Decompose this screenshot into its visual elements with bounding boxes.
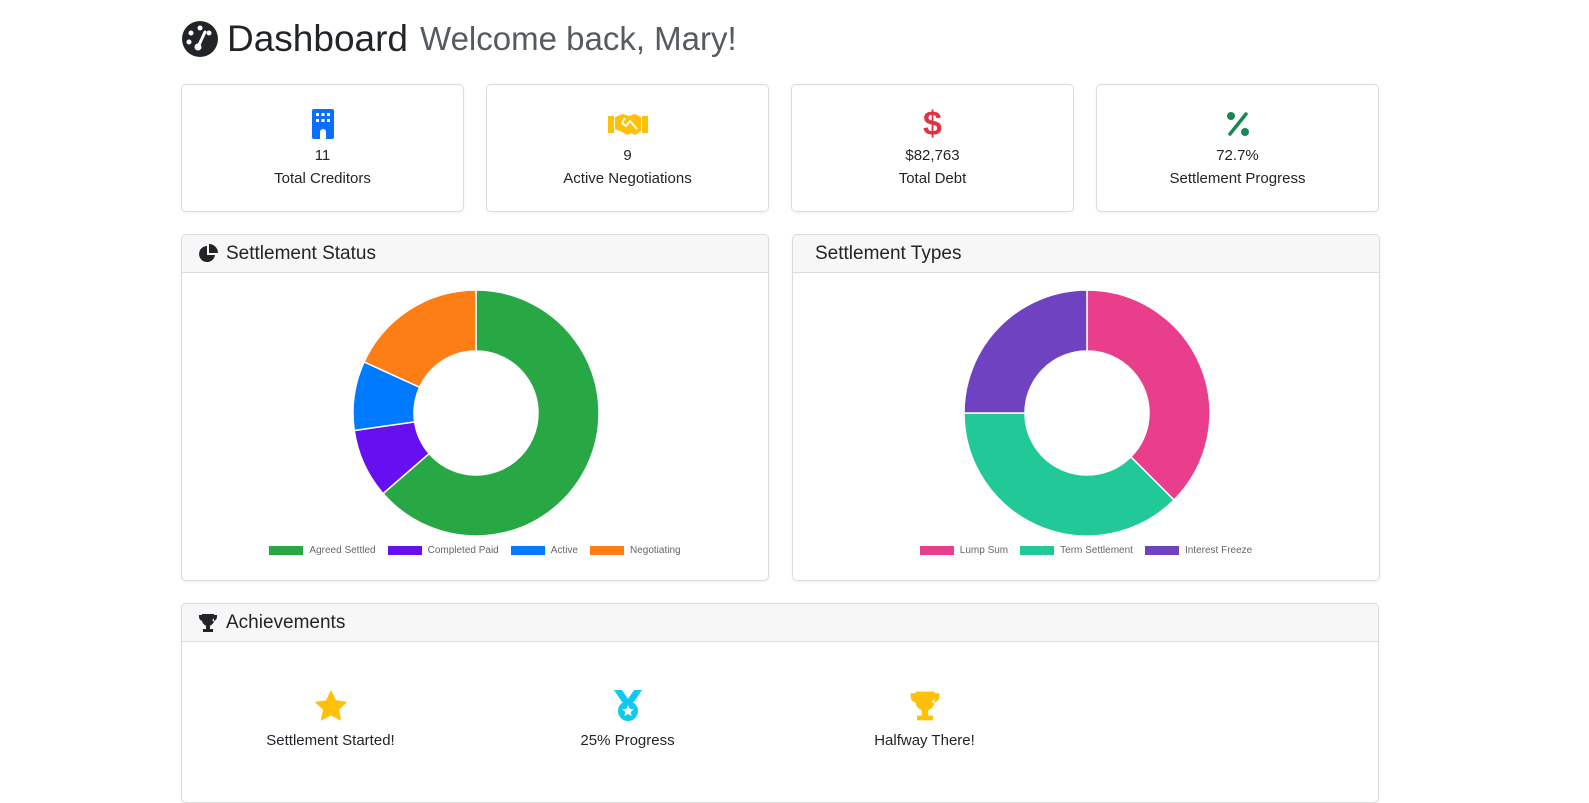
stat-value: 11 xyxy=(314,147,331,164)
stat-value: 9 xyxy=(623,147,632,164)
stat-label: Active Negotiations xyxy=(563,170,692,187)
slice-negotiating[interactable] xyxy=(363,289,477,389)
legend-label: Agreed Settled xyxy=(309,545,376,556)
legend-label: Negotiating xyxy=(629,545,681,556)
settlement-status-chart xyxy=(352,289,600,537)
chart-legend: Lump Sum Term Settlement Interest Freeze xyxy=(793,545,1379,556)
settlement-status-card: Settlement Status Agreed Settled Complete… xyxy=(181,234,769,581)
trophy-icon xyxy=(910,691,939,721)
legend-swatch xyxy=(1020,545,1055,555)
trophy-icon xyxy=(199,613,217,632)
chart-legend: Agreed Settled Completed Paid Active Negoti… xyxy=(182,545,768,556)
slice-agreed-settled[interactable] xyxy=(381,289,600,537)
legend-label: Term Settlement xyxy=(1060,545,1133,556)
gauge-icon xyxy=(182,21,218,57)
legend-label: Active xyxy=(550,545,578,556)
achievement-halfway-there: Halfway There! xyxy=(776,690,1073,749)
legend-item[interactable]: Active xyxy=(510,545,578,556)
legend-swatch xyxy=(387,545,422,555)
stat-card-active-negotiations: 9 Active Negotiations xyxy=(486,84,769,212)
welcome-message: Welcome back, Mary! xyxy=(420,20,737,57)
legend-item[interactable]: Interest Freeze xyxy=(1144,545,1253,556)
legend-swatch xyxy=(919,545,954,555)
stat-card-total-creditors: 11 Total Creditors xyxy=(181,84,464,212)
stat-label: Settlement Progress xyxy=(1169,170,1306,187)
achievement-25-progress: 25% Progress xyxy=(479,690,776,749)
achievement-label: Settlement Started! xyxy=(266,732,395,749)
legend-item[interactable]: Agreed Settled xyxy=(269,545,376,556)
stat-card-total-debt: $ $82,763 Total Debt xyxy=(791,84,1074,212)
legend-label: Completed Paid xyxy=(427,545,499,556)
pie-chart-icon xyxy=(199,243,218,262)
legend-item[interactable]: Negotiating xyxy=(589,545,681,556)
stat-label: Total Creditors xyxy=(274,170,371,187)
stat-value: 72.7% xyxy=(1216,147,1259,164)
medal-icon xyxy=(613,690,642,721)
slice-term-settlement[interactable] xyxy=(963,412,1176,537)
slice-interest-freeze[interactable] xyxy=(963,289,1088,414)
star-icon xyxy=(314,690,347,721)
page-title: Dashboard xyxy=(227,18,409,59)
dollar-icon: $ xyxy=(923,104,942,143)
page-header: Dashboard Welcome back, Mary! xyxy=(181,18,737,60)
settlement-types-card: Settlement Types Lump Sum Term Settlement… xyxy=(792,234,1380,581)
legend-swatch xyxy=(1144,545,1179,555)
stat-value: $82,763 xyxy=(905,147,960,164)
card-title: Settlement Types xyxy=(815,242,962,264)
settlement-types-chart xyxy=(963,289,1211,537)
building-icon xyxy=(311,109,334,139)
slice-lump-sum[interactable] xyxy=(1086,289,1211,502)
legend-item[interactable]: Lump Sum xyxy=(919,545,1009,556)
achievements-card: Achievements Settlement Started! 25% Pro… xyxy=(181,603,1379,803)
legend-item[interactable]: Term Settlement xyxy=(1020,545,1133,556)
legend-label: Interest Freeze xyxy=(1184,545,1253,556)
legend-item[interactable]: Completed Paid xyxy=(387,545,499,556)
handshake-icon xyxy=(607,114,648,135)
stat-label: Total Debt xyxy=(898,170,967,187)
percent-icon xyxy=(1226,112,1249,136)
legend-label: Lump Sum xyxy=(959,545,1009,556)
card-title: Settlement Status xyxy=(226,242,376,264)
achievement-label: 25% Progress xyxy=(580,732,675,749)
stat-card-settlement-progress: 72.7% Settlement Progress xyxy=(1096,84,1379,212)
legend-swatch xyxy=(269,545,304,555)
legend-swatch xyxy=(589,545,624,555)
achievement-label: Halfway There! xyxy=(874,732,975,749)
achievement-settlement-started: Settlement Started! xyxy=(182,690,479,749)
card-title: Achievements xyxy=(226,611,346,633)
legend-swatch xyxy=(510,545,545,555)
